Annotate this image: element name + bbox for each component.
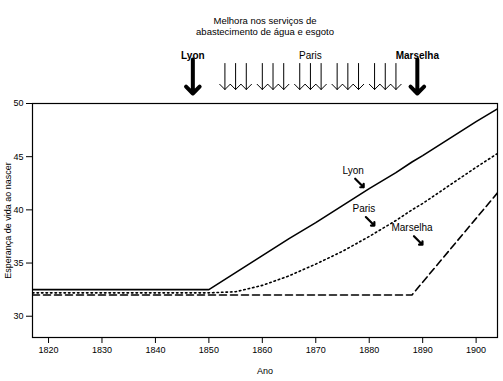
svg-text:1840: 1840 (145, 345, 165, 355)
svg-text:Marselha: Marselha (391, 222, 433, 233)
svg-text:Marselha: Marselha (395, 49, 439, 61)
svg-text:35: 35 (13, 258, 23, 268)
svg-text:1860: 1860 (252, 345, 272, 355)
svg-text:30: 30 (13, 311, 23, 321)
svg-text:1870: 1870 (306, 345, 326, 355)
svg-text:45: 45 (13, 152, 23, 162)
svg-text:1890: 1890 (413, 345, 433, 355)
svg-text:Esperança de vida ao nascer: Esperança de vida ao nascer (3, 162, 13, 279)
svg-text:Lyon: Lyon (343, 165, 364, 176)
svg-text:Melhora nos serviços deabastec: Melhora nos serviços deabastecimento de … (196, 15, 334, 37)
svg-text:1820: 1820 (39, 345, 59, 355)
svg-text:Lyon: Lyon (181, 49, 205, 61)
svg-text:1880: 1880 (359, 345, 379, 355)
svg-text:1830: 1830 (92, 345, 112, 355)
svg-text:Paris: Paris (352, 203, 375, 214)
svg-text:Ano: Ano (257, 366, 273, 376)
svg-text:40: 40 (13, 205, 23, 215)
svg-text:1900: 1900 (466, 345, 486, 355)
svg-text:1850: 1850 (199, 345, 219, 355)
svg-text:50: 50 (13, 98, 23, 108)
svg-text:Paris: Paris (299, 50, 322, 61)
